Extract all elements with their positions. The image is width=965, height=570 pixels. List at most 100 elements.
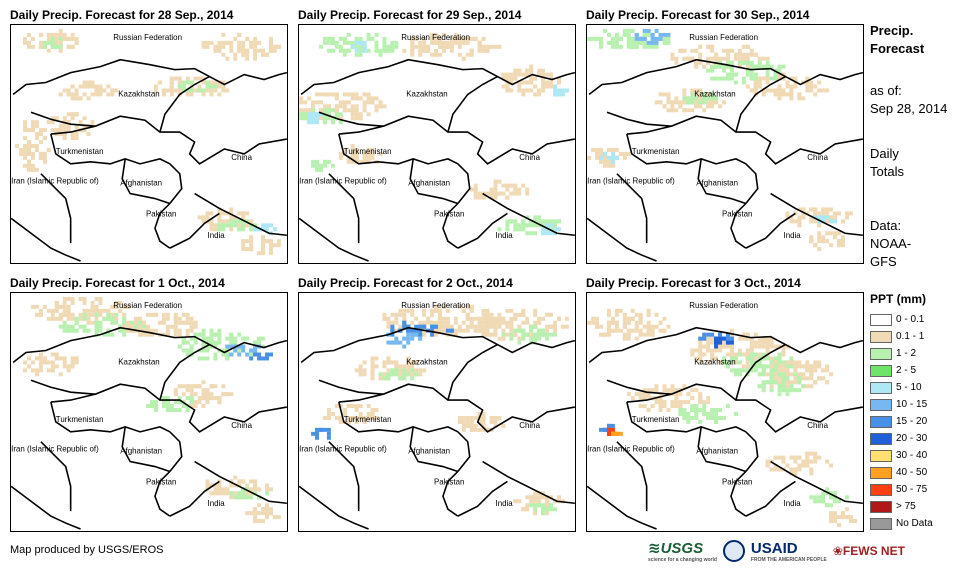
precip-cell — [161, 88, 166, 93]
precip-cell — [757, 356, 762, 361]
precip-cell — [603, 159, 607, 164]
precip-cell — [813, 364, 818, 369]
precip-cell — [23, 144, 28, 148]
precip-cell — [189, 392, 194, 397]
precip-cell — [690, 56, 695, 61]
map-svg: Russian FederationKazakhstanTurkmenistan… — [587, 28, 863, 262]
precip-cell — [805, 80, 810, 85]
precip-cell — [169, 80, 174, 85]
precip-cell — [62, 308, 67, 313]
precip-cell — [781, 455, 786, 460]
precip-cell — [714, 340, 719, 345]
precip-cell — [406, 356, 411, 361]
precip-cell — [733, 368, 738, 373]
precip-cell — [769, 388, 774, 393]
country-label-pakistan: Pakistan — [722, 477, 752, 486]
precip-cell — [737, 48, 742, 53]
precip-cell — [98, 308, 103, 313]
precip-cell — [38, 360, 43, 365]
precip-cell — [58, 32, 63, 37]
precip-cell — [674, 396, 679, 401]
precip-cell — [201, 380, 206, 385]
precip-cell — [658, 400, 663, 405]
precip-cell — [38, 140, 43, 144]
precip-cell — [545, 231, 550, 236]
precip-cell — [793, 376, 798, 381]
country-label-iran: Iran (Islamic Republic of) — [587, 177, 675, 186]
precip-cell — [785, 384, 790, 389]
precip-cell — [318, 167, 323, 172]
precip-cell — [62, 360, 67, 365]
legend-swatch — [870, 432, 892, 445]
precip-cell — [245, 483, 250, 488]
precip-cell — [66, 304, 71, 309]
precip-cell — [761, 56, 766, 61]
panel-title-2: Daily Precip. Forecast for 29 Sep., 2014 — [298, 8, 522, 22]
precip-cell — [378, 372, 383, 377]
precip-cell — [94, 84, 99, 89]
precip-cell — [382, 104, 387, 109]
precip-cell — [86, 312, 91, 317]
precip-cell — [42, 44, 47, 49]
precip-cell — [34, 368, 39, 373]
precip-cell — [362, 159, 367, 164]
precip-cell — [457, 304, 462, 309]
precip-cell — [785, 392, 790, 397]
precip-cell — [237, 483, 242, 488]
precip-cell — [725, 56, 730, 61]
precip-cell — [457, 52, 462, 57]
precip-cell — [249, 44, 254, 49]
precip-cell — [797, 360, 802, 365]
precip-cell — [390, 332, 395, 337]
precip-cell — [358, 40, 363, 45]
precip-cell — [23, 360, 28, 365]
precip-cell — [481, 195, 486, 200]
precip-cell — [821, 499, 826, 504]
precip-cell — [370, 100, 375, 105]
precip-cell — [193, 404, 198, 409]
precip-cell — [477, 320, 482, 325]
precip-cell — [481, 332, 486, 337]
precip-cell — [201, 348, 206, 353]
forecast-map-6: Russian Federation Kazakhstan Turkmenistan… — [586, 292, 864, 532]
legend-item: 0 - 0.1 — [870, 311, 933, 328]
precip-cell — [268, 48, 273, 53]
precip-cell — [489, 415, 494, 420]
precip-cell — [193, 340, 198, 345]
legend-item: 0.1 - 1 — [870, 328, 933, 345]
precip-cell — [477, 328, 482, 333]
precip-cell — [533, 324, 538, 329]
precip-cell — [249, 352, 254, 357]
precip-cell — [702, 96, 707, 101]
precip-cell — [241, 227, 246, 232]
precip-cell — [197, 400, 202, 405]
precip-cell — [418, 320, 423, 325]
legend-label: 0 - 0.1 — [896, 314, 925, 325]
precip-cell — [126, 304, 131, 309]
precip-cell — [829, 372, 834, 377]
precip-cell — [769, 88, 774, 93]
precip-cell — [541, 72, 546, 77]
precip-cell — [549, 227, 554, 232]
precip-cell — [469, 187, 474, 192]
country-border — [318, 379, 575, 433]
precip-cell — [54, 364, 59, 369]
precip-cell — [237, 491, 242, 496]
country-border — [770, 460, 863, 505]
precip-cell — [354, 104, 359, 109]
country-border — [50, 401, 171, 433]
precip-cell — [430, 32, 435, 37]
legend-item: > 75 — [870, 498, 933, 515]
precip-cell — [42, 356, 47, 361]
precip-cell — [485, 427, 490, 432]
precip-cell — [201, 340, 206, 345]
precip-cell — [461, 415, 466, 420]
precip-cell — [777, 64, 782, 69]
daily-label: Daily — [870, 146, 899, 161]
precip-cell — [517, 328, 522, 333]
precip-cell — [185, 92, 190, 97]
precip-cell — [545, 328, 550, 333]
precip-cell — [509, 191, 514, 196]
precip-cell — [545, 72, 550, 77]
precip-cell — [809, 235, 814, 240]
